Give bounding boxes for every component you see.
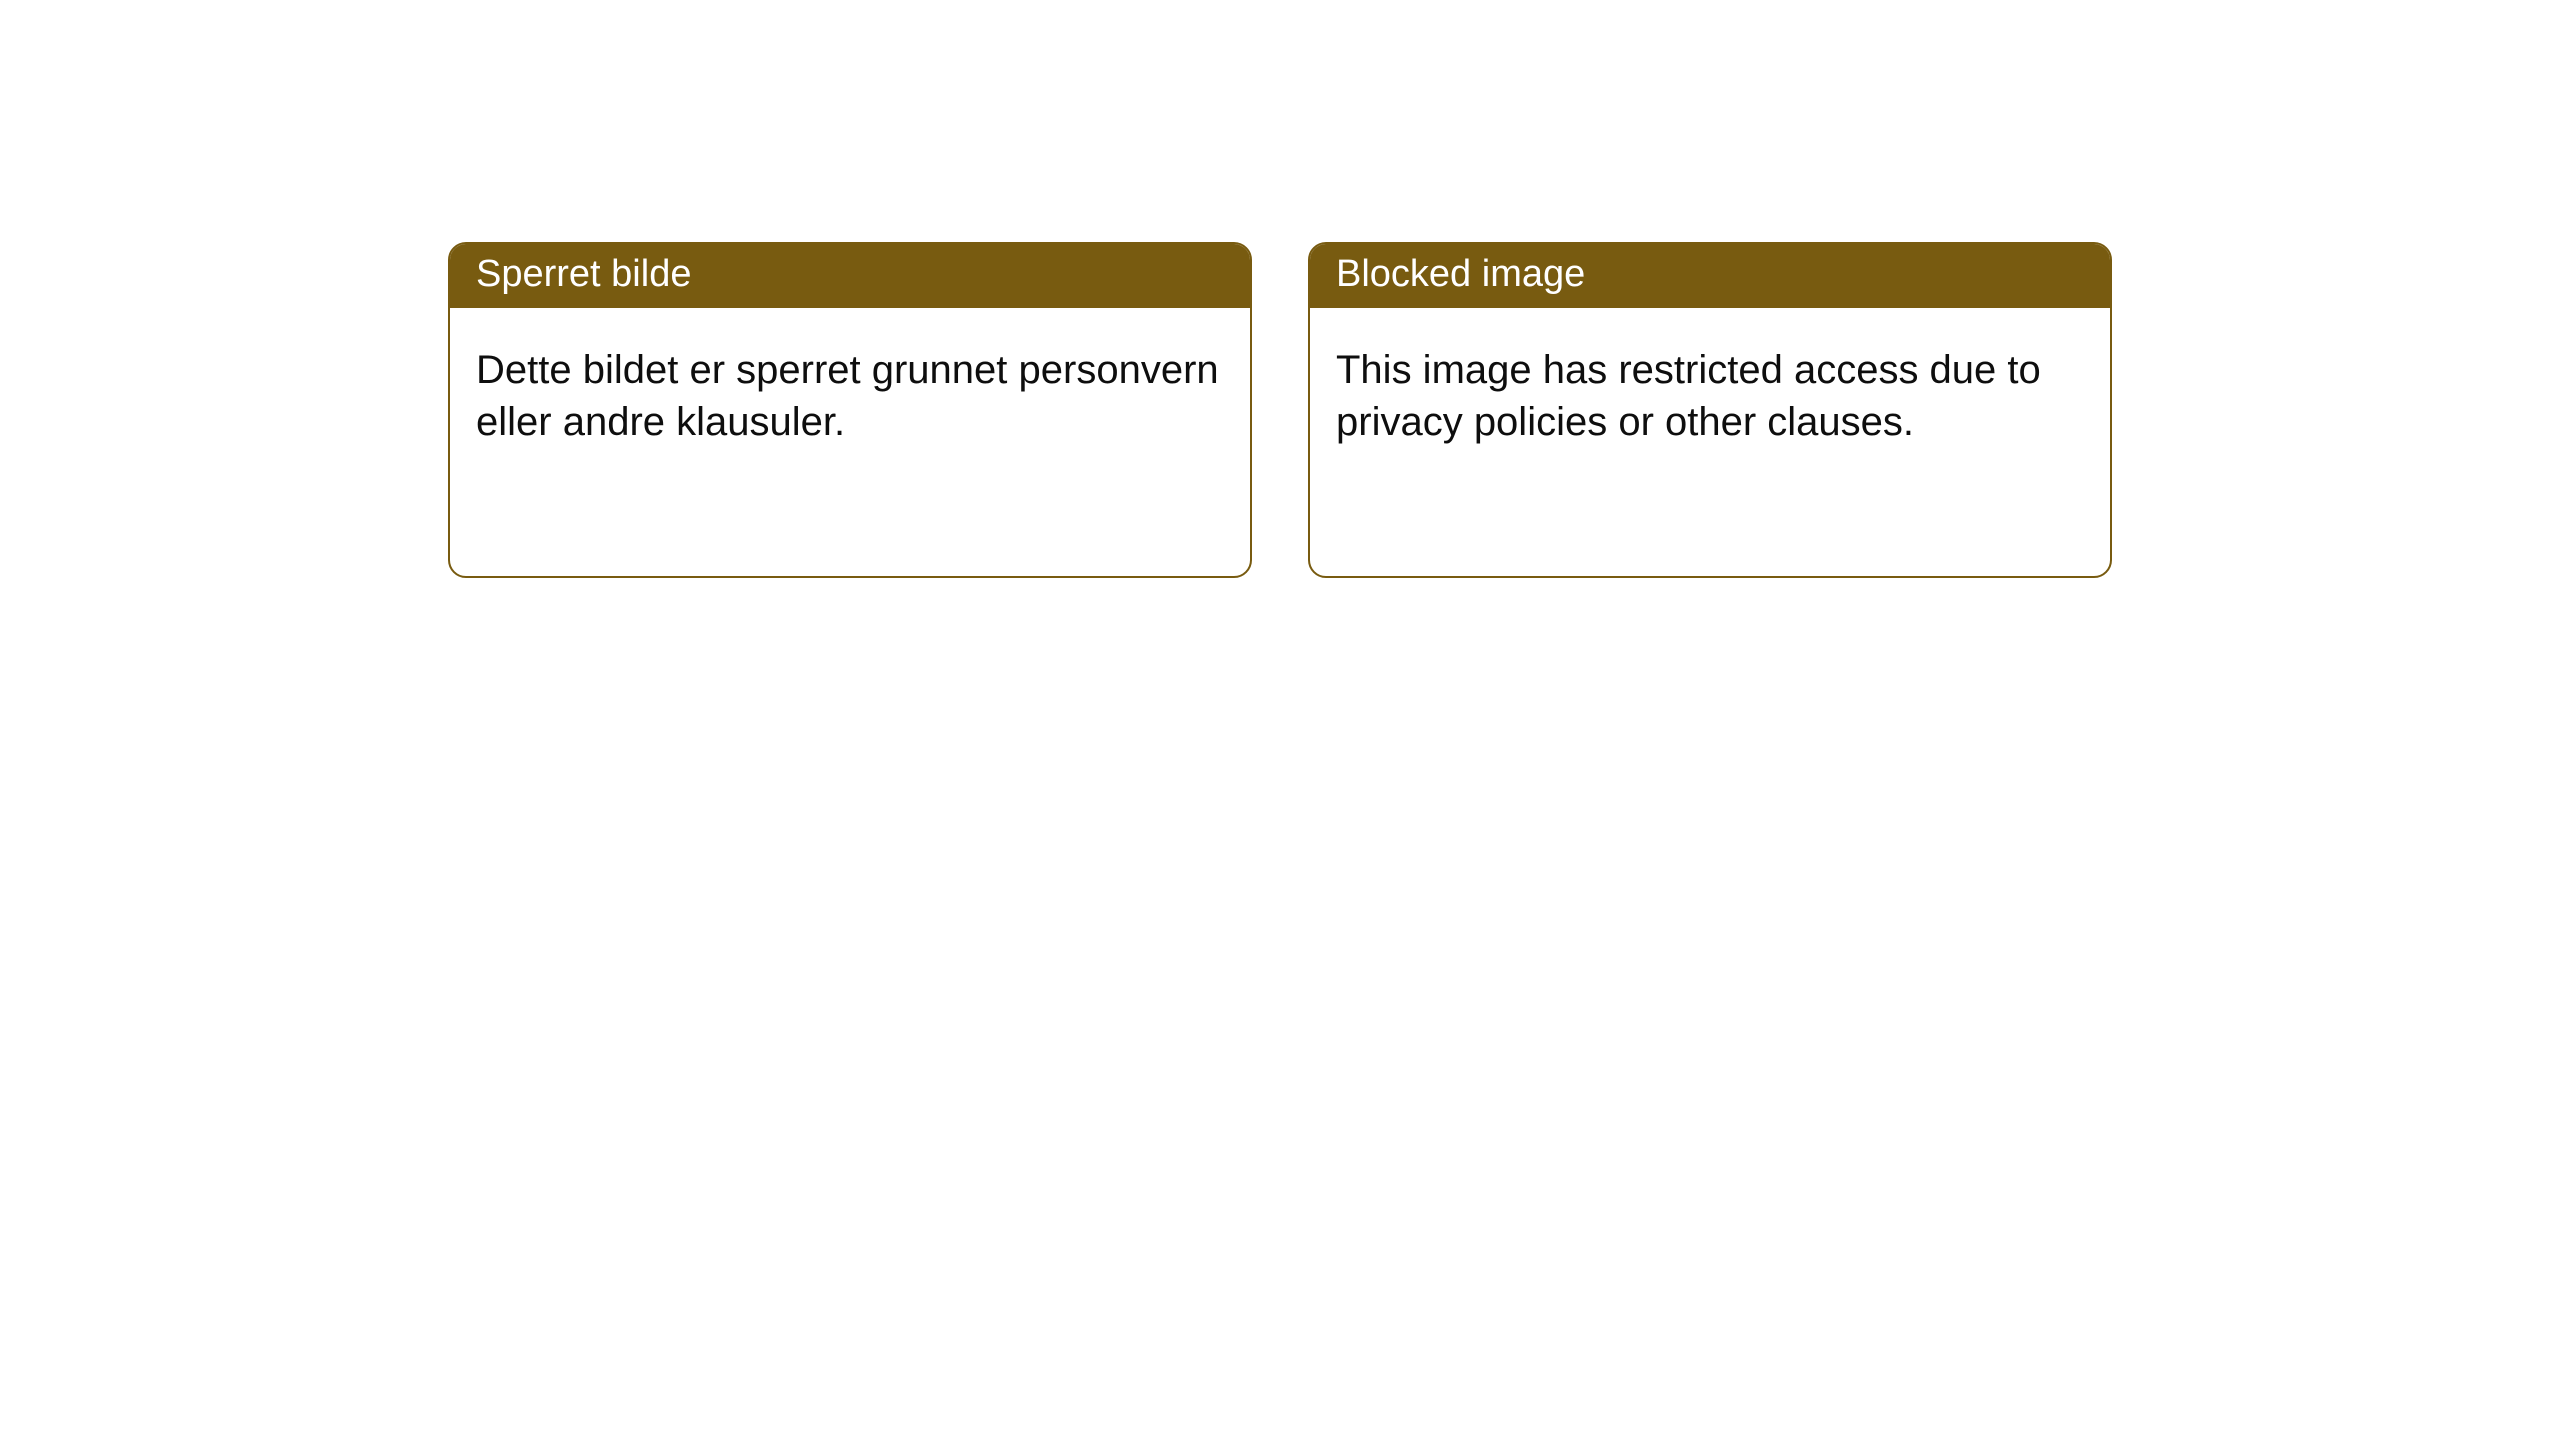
notice-container: Sperret bilde Dette bildet er sperret gr… — [0, 0, 2560, 578]
card-header: Sperret bilde — [450, 244, 1250, 308]
card-title: Blocked image — [1336, 253, 1585, 295]
card-header: Blocked image — [1310, 244, 2110, 308]
notice-card-norwegian: Sperret bilde Dette bildet er sperret gr… — [448, 242, 1252, 578]
card-body: Dette bildet er sperret grunnet personve… — [450, 308, 1250, 474]
card-body: This image has restricted access due to … — [1310, 308, 2110, 474]
card-body-text: This image has restricted access due to … — [1336, 348, 2041, 444]
notice-card-english: Blocked image This image has restricted … — [1308, 242, 2112, 578]
card-title: Sperret bilde — [476, 253, 691, 295]
card-body-text: Dette bildet er sperret grunnet personve… — [476, 348, 1219, 444]
